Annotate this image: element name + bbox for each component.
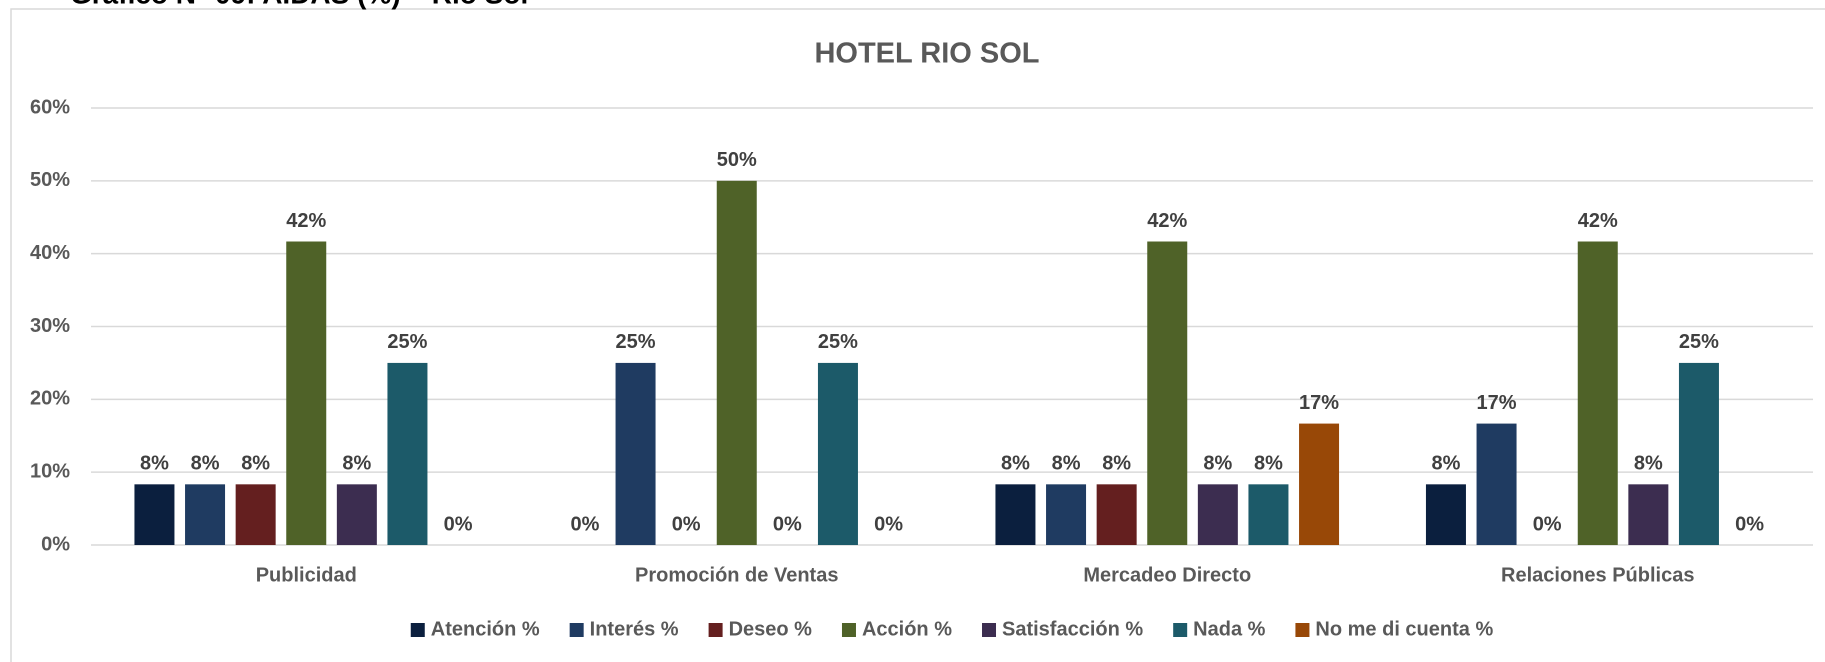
data-label: 17% (1477, 392, 1517, 414)
data-label: 50% (717, 149, 757, 171)
data-label: 25% (387, 331, 427, 353)
y-tick-label: 40% (30, 242, 70, 264)
data-label: 8% (241, 453, 270, 475)
bar (134, 484, 175, 545)
legend-swatch (708, 623, 723, 637)
bar (336, 484, 377, 545)
y-tick-label: 0% (41, 533, 70, 555)
legend-label: Nada % (1193, 618, 1265, 640)
y-tick-label: 50% (30, 169, 70, 191)
data-label: 0% (874, 513, 903, 535)
legend-swatch (1173, 623, 1188, 637)
data-label: 8% (1052, 453, 1081, 475)
bar (716, 180, 757, 546)
bar (387, 362, 428, 545)
data-label: 0% (1533, 513, 1562, 535)
data-label: 0% (672, 513, 701, 535)
bar (995, 484, 1036, 545)
data-label: 42% (1578, 210, 1618, 232)
bar (1425, 484, 1466, 545)
bar (235, 484, 276, 545)
x-tick-label: Publicidad (256, 564, 357, 586)
legend-swatch (1295, 623, 1310, 637)
bar (1299, 423, 1340, 545)
chart-title: HOTEL RIO SOL (814, 38, 1039, 70)
y-tick-label: 30% (30, 315, 70, 337)
bar (185, 484, 226, 545)
data-label: 8% (1634, 453, 1663, 475)
bar (286, 241, 327, 546)
y-tick-label: 10% (30, 460, 70, 482)
data-label: 8% (1203, 453, 1232, 475)
data-label: 0% (1735, 513, 1764, 535)
bar (1248, 484, 1289, 545)
bar (1678, 362, 1719, 545)
x-tick-label: Promoción de Ventas (635, 564, 838, 586)
x-tick-label: Mercadeo Directo (1083, 564, 1251, 586)
legend-label: Satisfacción % (1002, 618, 1143, 640)
data-label: 8% (1102, 453, 1131, 475)
legend-label: Interés % (590, 618, 679, 640)
data-label: 17% (1299, 392, 1339, 414)
data-label: 0% (570, 513, 599, 535)
data-label: 8% (1431, 453, 1460, 475)
data-label: 8% (342, 453, 371, 475)
legend-swatch (410, 623, 425, 637)
legend-label: No me di cuenta % (1315, 618, 1493, 640)
legend-swatch (569, 623, 584, 637)
data-label: 25% (818, 331, 858, 353)
legend-swatch (841, 623, 856, 637)
data-label: 8% (191, 453, 220, 475)
data-label: 25% (616, 331, 656, 353)
data-label: 0% (444, 513, 473, 535)
data-label: 8% (1001, 453, 1030, 475)
bar (1476, 423, 1517, 545)
bar (1096, 484, 1137, 545)
caption: Gráfico N° 09: AIDAS (%) – Rio Sol (70, 0, 528, 9)
legend-label: Atención % (431, 618, 540, 640)
y-tick-label: 60% (30, 96, 70, 118)
bar (1577, 241, 1618, 546)
y-tick-label: 20% (30, 388, 70, 410)
data-label: 8% (1254, 453, 1283, 475)
bar (1147, 241, 1188, 546)
legend-swatch (982, 623, 997, 637)
data-label: 8% (140, 453, 169, 475)
legend-label: Deseo % (729, 618, 813, 640)
bar (817, 362, 858, 545)
bar (1046, 484, 1087, 545)
bar (615, 362, 656, 545)
bar (1197, 484, 1238, 545)
bar (1628, 484, 1669, 545)
data-label: 42% (1147, 210, 1187, 232)
data-label: 42% (286, 210, 326, 232)
data-label: 0% (773, 513, 802, 535)
x-tick-label: Relaciones Públicas (1501, 564, 1694, 586)
legend-label: Acción % (862, 618, 952, 640)
data-label: 25% (1679, 331, 1719, 353)
